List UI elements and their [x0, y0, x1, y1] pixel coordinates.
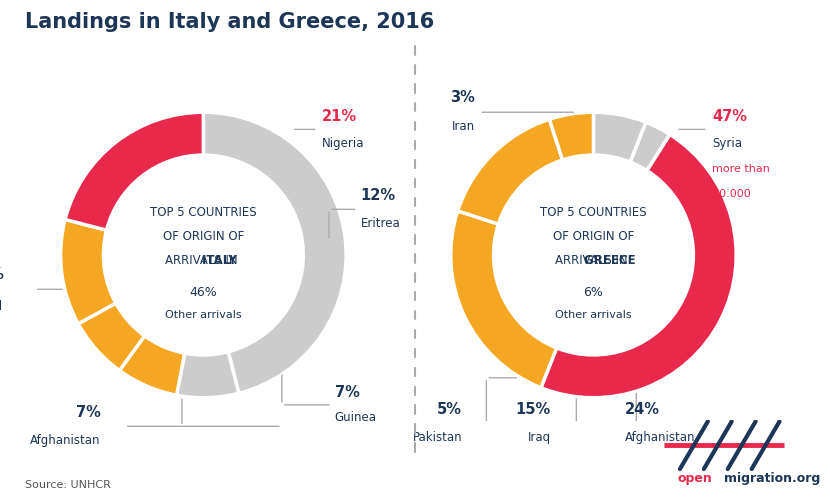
- Text: 5%: 5%: [437, 402, 462, 416]
- Text: 7%: 7%: [334, 384, 359, 400]
- Text: 7%: 7%: [76, 404, 100, 419]
- Text: GREECE: GREECE: [551, 254, 636, 267]
- Text: 21%: 21%: [322, 109, 357, 124]
- Wedge shape: [630, 122, 670, 170]
- Text: 6%: 6%: [583, 286, 603, 298]
- Wedge shape: [78, 303, 144, 370]
- Text: Afghanistan: Afghanistan: [30, 434, 100, 447]
- Text: Landings in Italy and Greece, 2016: Landings in Italy and Greece, 2016: [25, 12, 434, 32]
- Text: 15%: 15%: [515, 402, 550, 416]
- Text: open: open: [678, 472, 713, 486]
- Text: Eritrea: Eritrea: [360, 217, 400, 230]
- Wedge shape: [593, 112, 646, 162]
- Text: TOP 5 COUNTRIES: TOP 5 COUNTRIES: [540, 206, 647, 218]
- Text: OF ORIGIN OF: OF ORIGIN OF: [163, 230, 244, 243]
- Text: Pakistan: Pakistan: [413, 431, 462, 444]
- Text: 80.000: 80.000: [712, 188, 750, 198]
- Text: ARRIVALS IN: ARRIVALS IN: [555, 254, 632, 267]
- Text: 12%: 12%: [360, 188, 396, 202]
- Wedge shape: [120, 336, 184, 395]
- Wedge shape: [457, 119, 563, 224]
- Text: Syria: Syria: [712, 137, 742, 150]
- Wedge shape: [451, 211, 557, 388]
- Text: more than: more than: [712, 164, 769, 174]
- Text: 47%: 47%: [712, 109, 747, 124]
- Wedge shape: [549, 112, 593, 160]
- Text: 46%: 46%: [189, 286, 217, 298]
- Text: Nigeria: Nigeria: [322, 137, 364, 150]
- Text: Other arrivals: Other arrivals: [165, 310, 242, 320]
- Text: TOP 5 COUNTRIES: TOP 5 COUNTRIES: [150, 206, 256, 218]
- Text: Iran: Iran: [452, 120, 475, 133]
- Wedge shape: [65, 112, 203, 230]
- Text: 24%: 24%: [625, 402, 660, 416]
- Wedge shape: [203, 112, 346, 394]
- Text: 3%: 3%: [450, 90, 475, 106]
- Wedge shape: [61, 220, 115, 324]
- Text: Source: UNHCR: Source: UNHCR: [25, 480, 110, 490]
- Text: Iraq: Iraq: [0, 297, 3, 310]
- Text: Guinea: Guinea: [334, 411, 377, 424]
- Text: Afghanistan: Afghanistan: [625, 431, 696, 444]
- Text: ARRIVALS IN: ARRIVALS IN: [165, 254, 242, 267]
- Text: 7%: 7%: [0, 268, 3, 282]
- Text: Iraq: Iraq: [528, 431, 550, 444]
- Wedge shape: [541, 134, 736, 398]
- Wedge shape: [177, 352, 239, 398]
- Text: migration.org: migration.org: [724, 472, 820, 486]
- Text: ITALY: ITALY: [169, 254, 237, 267]
- Text: OF ORIGIN OF: OF ORIGIN OF: [553, 230, 634, 243]
- Text: Other arrivals: Other arrivals: [555, 310, 632, 320]
